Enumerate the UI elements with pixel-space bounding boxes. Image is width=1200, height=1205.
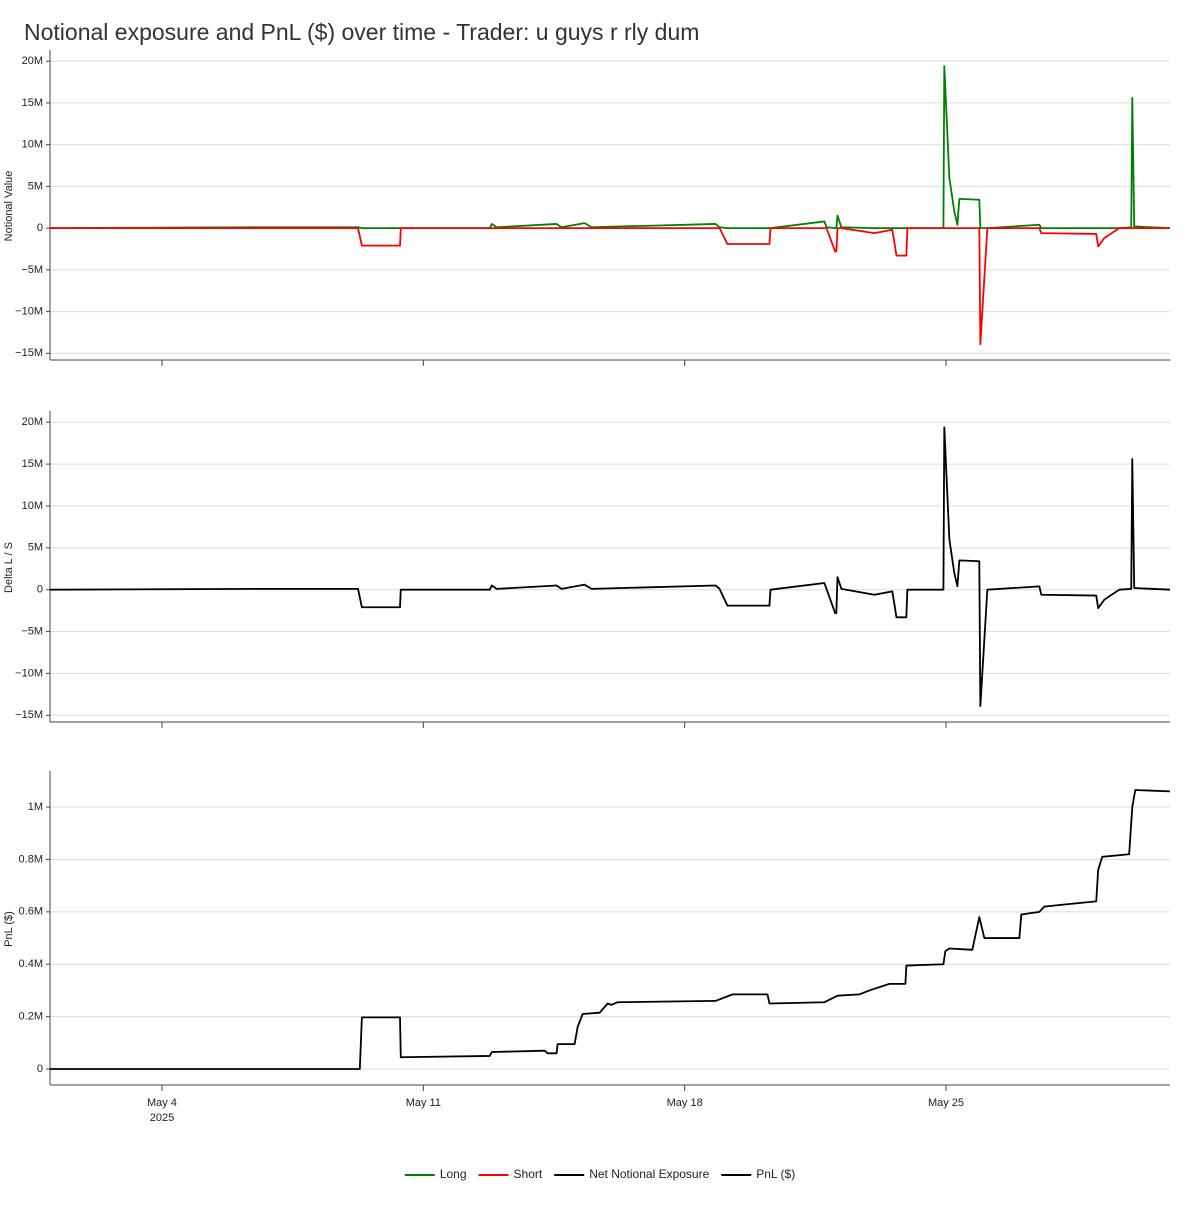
x-tick-label: May 25 — [928, 1097, 964, 1109]
y-tick-label: 10M — [22, 139, 43, 151]
y-tick-label: −15M — [15, 709, 43, 721]
y-tick-label: 0.4M — [19, 958, 43, 970]
y-tick-label: 5M — [28, 542, 43, 554]
y-tick-label: 0 — [37, 1063, 43, 1075]
y-tick-label: 0.6M — [19, 906, 43, 918]
legend: Long Short Net Notional Exposure PnL ($) — [404, 1167, 795, 1181]
y-tick-label: 5M — [28, 180, 43, 192]
chart-title: Notional exposure and PnL ($) over time … — [24, 19, 699, 45]
y-tick-label: 15M — [22, 458, 43, 470]
x-tick-label: May 18 — [667, 1097, 703, 1109]
x-tick-label: May 11 — [406, 1097, 441, 1109]
x-year-label: 2025 — [150, 1112, 174, 1124]
y-tick-label: 0.2M — [19, 1011, 43, 1023]
series-line — [49, 65, 1171, 230]
legend-label: Short — [514, 1167, 543, 1181]
y-tick-label: 0.8M — [19, 853, 43, 865]
y-axis-label: Notional Value — [3, 171, 15, 242]
y-tick-label: 20M — [22, 416, 43, 428]
legend-label: Long — [440, 1167, 467, 1181]
legend-label: PnL ($) — [756, 1167, 795, 1181]
y-tick-label: 1M — [28, 801, 43, 813]
series-line — [50, 227, 1170, 346]
y-tick-label: −15M — [15, 347, 43, 359]
legend-label: Net Notional Exposure — [589, 1167, 709, 1181]
x-tick-label: May 4 — [147, 1097, 177, 1109]
series-line — [49, 426, 1171, 707]
y-tick-label: 0 — [37, 584, 43, 596]
series-line — [50, 789, 1171, 1070]
y-tick-label: −5M — [21, 264, 43, 276]
y-tick-label: 10M — [22, 500, 43, 512]
y-axis-label: Delta L / S — [3, 542, 15, 593]
y-tick-label: −10M — [15, 305, 43, 317]
y-tick-label: 0 — [37, 222, 43, 234]
y-tick-label: −5M — [21, 625, 43, 637]
y-tick-label: −10M — [15, 667, 43, 679]
y-tick-label: 15M — [22, 97, 43, 109]
y-axis-label: PnL ($) — [3, 911, 15, 947]
y-tick-label: 20M — [22, 55, 43, 67]
